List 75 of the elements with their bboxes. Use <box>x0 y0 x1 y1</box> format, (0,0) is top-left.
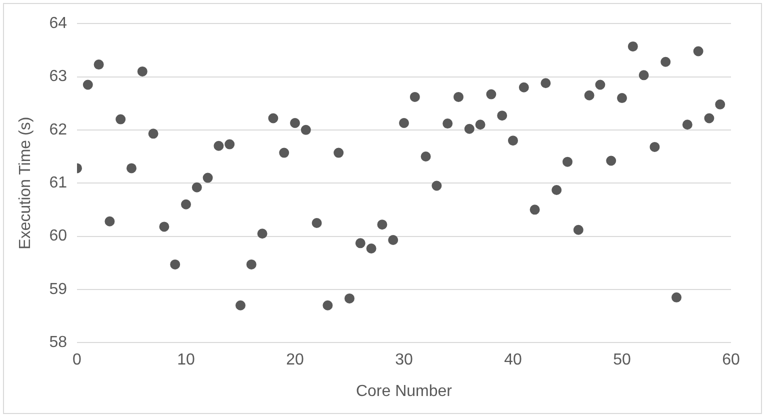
x-tick-label: 60 <box>722 352 740 369</box>
point <box>672 292 682 302</box>
y-tick-label: 63 <box>49 68 68 86</box>
point <box>475 120 486 130</box>
y-tick-label: 58 <box>49 334 68 352</box>
point <box>606 156 616 166</box>
point <box>562 156 572 167</box>
point <box>290 118 300 128</box>
point <box>104 216 115 226</box>
point <box>82 80 93 90</box>
point <box>420 152 431 162</box>
point <box>388 234 398 245</box>
point <box>650 142 660 152</box>
point <box>432 180 442 191</box>
point <box>192 182 202 192</box>
point <box>322 300 333 310</box>
point <box>617 93 627 104</box>
point <box>202 172 213 183</box>
point <box>236 300 246 310</box>
y-tick-label: 62 <box>49 121 68 138</box>
point <box>399 118 409 128</box>
point <box>486 89 496 100</box>
x-tick-label: 30 <box>395 352 413 369</box>
point <box>508 136 518 146</box>
point <box>454 92 464 102</box>
point <box>715 99 726 110</box>
point <box>137 66 148 76</box>
point <box>682 120 692 130</box>
point <box>181 199 191 210</box>
point <box>518 82 529 92</box>
point <box>312 218 322 228</box>
point <box>638 70 649 80</box>
point <box>584 90 594 100</box>
y-tick-label: 60 <box>49 228 68 245</box>
point <box>94 60 104 70</box>
point <box>116 114 126 124</box>
point <box>530 204 540 215</box>
point <box>552 185 562 196</box>
point <box>595 80 606 90</box>
point <box>148 128 158 139</box>
y-tick-label: 61 <box>49 174 68 192</box>
point <box>540 78 551 88</box>
x-tick-label: 10 <box>177 352 195 369</box>
point <box>300 124 311 135</box>
x-tick-label: 50 <box>613 352 631 369</box>
point <box>126 163 136 174</box>
point <box>159 222 170 232</box>
x-tick-label: 20 <box>286 352 304 369</box>
point <box>355 238 366 248</box>
point <box>214 140 224 151</box>
y-tick-label: 64 <box>49 15 68 32</box>
x-axis-title: Core Number <box>356 382 453 400</box>
point <box>464 124 474 134</box>
point <box>573 224 584 235</box>
point <box>268 113 278 124</box>
point <box>410 92 420 102</box>
y-axis-title: Execution Time (s) <box>17 116 34 250</box>
point <box>224 139 235 150</box>
point <box>660 56 671 67</box>
point <box>279 148 290 158</box>
point <box>366 243 376 254</box>
point <box>442 118 453 129</box>
point <box>628 41 638 52</box>
point <box>334 148 344 158</box>
point <box>704 113 714 124</box>
point <box>257 228 268 239</box>
point <box>497 110 508 121</box>
y-tick-label: 59 <box>49 280 68 298</box>
point <box>170 259 180 270</box>
point <box>693 46 704 56</box>
x-tick-label: 0 <box>72 352 82 369</box>
point <box>246 259 256 270</box>
point <box>377 220 388 230</box>
point <box>344 293 354 304</box>
x-tick-label: 40 <box>504 352 522 369</box>
